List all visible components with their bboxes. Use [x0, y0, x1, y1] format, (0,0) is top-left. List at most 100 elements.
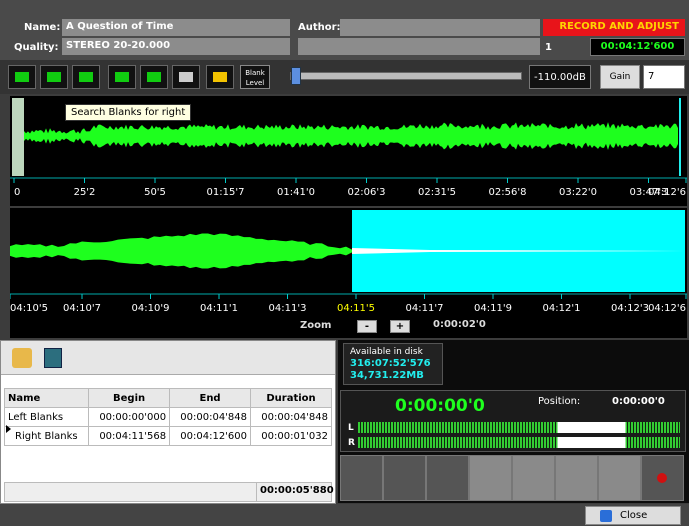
- header-row: Name Begin End Duration: [3, 388, 332, 408]
- tick-label: 02:31'5: [418, 187, 456, 198]
- tick-label: 04:12'6: [648, 187, 686, 198]
- disk-label: Available in disk: [350, 347, 423, 357]
- tool-button[interactable]: [206, 65, 234, 89]
- clear-icon[interactable]: [44, 348, 62, 368]
- author-label: Author:: [298, 22, 341, 33]
- total-duration: 00:00:05'880: [256, 483, 334, 501]
- tick-label: 02:06'3: [348, 187, 386, 198]
- tick-label: 0: [14, 187, 20, 198]
- column-header: End: [169, 388, 252, 408]
- disk-size: 34,731.22MB: [350, 370, 424, 381]
- tool-button[interactable]: [140, 65, 168, 89]
- tick-label: 04:12'1: [543, 303, 581, 314]
- tick-label: 04:11'3: [269, 303, 307, 314]
- zoom-out-button[interactable]: -: [357, 320, 377, 333]
- left-channel-label: L: [348, 423, 354, 433]
- blanks-table: Name Begin End Duration Left Blanks 00:00:00'…: [3, 388, 332, 446]
- tick-label: 01:41'0: [277, 187, 315, 198]
- duration-display: 00:04:12'600: [590, 38, 685, 56]
- play-time: 0:00:00'0: [395, 396, 485, 416]
- table-cell: 00:00:00'000: [88, 407, 171, 427]
- tick-label: 04:10'9: [132, 303, 170, 314]
- blank-level-button[interactable]: Blank Level: [240, 65, 270, 89]
- author-field[interactable]: [340, 19, 540, 36]
- table-cell: 00:04:12'600: [169, 426, 252, 446]
- tick-label: 04:11'5: [337, 303, 375, 314]
- tool-button[interactable]: [108, 65, 136, 89]
- left-meter: [358, 422, 680, 433]
- tick-label: 04:12'3: [611, 303, 649, 314]
- name-label: Name:: [24, 22, 61, 33]
- tick-label: 04:11'1: [200, 303, 238, 314]
- tick-label: 04:11'9: [474, 303, 512, 314]
- zoom-label: Zoom: [300, 320, 332, 331]
- zoom-in-button[interactable]: +: [390, 320, 410, 333]
- waveform: [10, 233, 352, 269]
- transport-button[interactable]: [340, 455, 383, 501]
- name-field[interactable]: A Question of Time: [62, 19, 290, 36]
- table-row[interactable]: Right Blanks 00:04:11'568 00:04:12'600 00:0…: [3, 426, 332, 446]
- tick-label: 04:10'7: [63, 303, 101, 314]
- tool-button[interactable]: [172, 65, 200, 89]
- tick-label: 03:47'3: [630, 187, 668, 198]
- table-cell: 00:04:11'568: [88, 426, 171, 446]
- tool-button[interactable]: [72, 65, 100, 89]
- tool-button[interactable]: [8, 65, 36, 89]
- tick-label: 25'2: [74, 187, 96, 198]
- tick-label: 04:12'6: [648, 303, 686, 314]
- gain-button[interactable]: Gain: [600, 65, 640, 89]
- total-row: [4, 482, 332, 502]
- footer: [0, 504, 689, 526]
- tick-label: 01:15'7: [207, 187, 245, 198]
- right-meter: [358, 437, 680, 448]
- column-header: Begin: [88, 388, 171, 408]
- quality-field[interactable]: STEREO 20-20.000: [62, 38, 290, 55]
- transport-button[interactable]: [383, 455, 426, 501]
- zoom-waveform[interactable]: 04:10'5 04:10'7 04:10'9 04:11'1 04:11'3 04:11…: [10, 208, 687, 338]
- table-row[interactable]: Left Blanks 00:00:00'000 00:00:04'848 00:00…: [3, 407, 332, 427]
- tick-label: 04:10'5: [10, 303, 48, 314]
- column-header: Duration: [250, 388, 332, 408]
- tick-label: 04:11'7: [406, 303, 444, 314]
- tick-label: 50'5: [144, 187, 166, 198]
- tool-button[interactable]: [40, 65, 68, 89]
- slider-thumb[interactable]: [291, 67, 301, 85]
- track-number: 1: [545, 42, 552, 53]
- column-header: Name: [3, 388, 90, 408]
- speaker-icon[interactable]: [12, 348, 32, 368]
- transport-button[interactable]: [512, 455, 555, 501]
- disk-info: Available in disk 316:07:52'576 34,731.2…: [343, 343, 443, 385]
- blank-field: [298, 38, 540, 55]
- quality-label: Quality:: [14, 42, 59, 53]
- waveform: [24, 122, 678, 150]
- table-cell: 00:00:04'848: [250, 407, 332, 427]
- level-slider[interactable]: [290, 72, 522, 80]
- waveform: [352, 248, 685, 254]
- left-blank-region: [12, 98, 24, 176]
- transport-button[interactable]: [598, 455, 641, 501]
- transport-button[interactable]: [426, 455, 469, 501]
- position-value: 0:00:00'0: [612, 396, 665, 407]
- db-display: -110.00dB: [529, 65, 591, 89]
- gain-spinner[interactable]: 7: [643, 65, 685, 89]
- position-label: Position:: [538, 396, 581, 407]
- record-dot: [657, 473, 667, 483]
- tooltip: Search Blanks for right: [65, 104, 192, 121]
- table-cell: Right Blanks: [3, 426, 90, 446]
- table-cell: 00:00:01'032: [250, 426, 332, 446]
- table-cell: Left Blanks: [3, 407, 90, 427]
- table-cell: 00:00:04'848: [169, 407, 252, 427]
- transport-button[interactable]: [469, 455, 512, 501]
- right-channel-label: R: [348, 438, 355, 448]
- transport-button[interactable]: [641, 455, 684, 501]
- tick-label: 02:56'8: [489, 187, 527, 198]
- mode-badge: RECORD AND ADJUST: [543, 19, 685, 36]
- zoom-span: 0:00:02'0: [433, 319, 486, 330]
- close-icon: [600, 510, 612, 522]
- disk-time: 316:07:52'576: [350, 358, 431, 369]
- tick-label: 03:22'0: [559, 187, 597, 198]
- row-indicator: [6, 425, 11, 433]
- transport-button[interactable]: [555, 455, 598, 501]
